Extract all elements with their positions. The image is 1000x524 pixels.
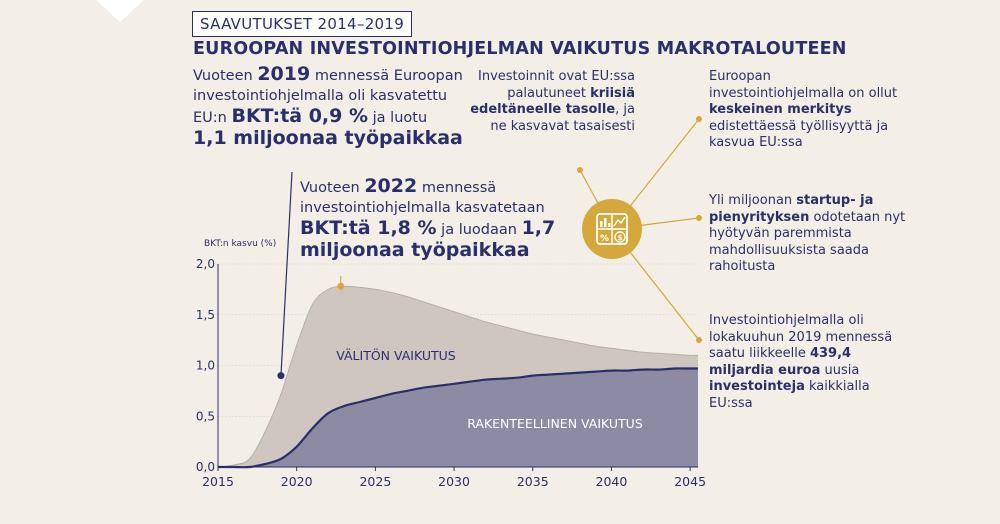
fact-investment: Investointiohjelmalla oli lokakuuhun 201… <box>709 313 893 411</box>
svg-text:$: $ <box>618 234 623 242</box>
chart-annotations <box>277 171 345 380</box>
y-tick-label: 1,0 <box>196 359 215 373</box>
statement-2022: Vuoteen 2022 mennessä investointiohjelma… <box>300 175 556 261</box>
corner-triangle <box>96 0 144 22</box>
x-tick-label: 2040 <box>596 474 628 489</box>
statement-2019-jobs: 1,1 miljoonaa työpaikkaa <box>193 127 463 149</box>
svg-text:%: % <box>600 234 609 244</box>
statement-2022-year: 2022 <box>364 175 418 197</box>
series-label-structural: RAKENTEELLINEN VAIKUTUS <box>467 416 643 431</box>
statement-2022-jobs: 1,7 miljoonaa työpaikkaa <box>300 217 556 261</box>
x-tick-label: 2025 <box>359 474 391 489</box>
connector-dot-investment <box>696 337 702 343</box>
fact-startups: Yli miljoonan startup- ja pienyrityksen … <box>709 193 906 274</box>
chart-areas <box>217 285 699 469</box>
fact-recovery: Investoinnit ovat EU:ssa palautuneet kri… <box>470 69 635 134</box>
series-structural-impact-line <box>217 367 698 469</box>
x-tick-label: 2045 <box>674 474 706 489</box>
x-tick-label: 2020 <box>281 474 313 489</box>
section-tag: SAAVUTUKSET 2014–2019 <box>192 11 413 37</box>
x-tick-label: 2015 <box>202 474 234 489</box>
annotation-2022-marker <box>337 282 345 290</box>
connector-dot-startups <box>696 215 702 221</box>
chart-labels: BKT:n kasvu (%) VÄLITÖN VAIKUTUS RAKENTEEL… <box>204 239 643 431</box>
chart-axes: 0,0 0,5 1,0 1,5 2,0 2015 2020 2025 2030 2035 2040 2… <box>196 257 706 489</box>
statement-2019: Vuoteen 2019 mennessä Euroopan investoin… <box>193 63 463 149</box>
x-tick-label: 2035 <box>517 474 549 489</box>
statement-2022-gdp: BKT:tä 1,8 % <box>300 217 437 239</box>
connector-dot-recovery <box>577 167 583 173</box>
y-tick-label: 0,5 <box>196 409 215 423</box>
main-title: EUROOPAN INVESTOINTIOHJELMAN VAIKUTUS MA… <box>193 39 847 59</box>
series-direct-impact-line <box>217 285 699 468</box>
fact-jobs: Euroopan investointiohjelmalla on ollut … <box>709 69 898 150</box>
statement-2019-gdp: BKT:tä 0,9 % <box>231 105 369 127</box>
chart-coins-icon: % $ <box>582 199 642 259</box>
y-tick-label: 0,0 <box>196 460 215 474</box>
connector-dot-jobs <box>696 116 702 122</box>
x-tick-label: 2030 <box>438 474 470 489</box>
y-axis-label: BKT:n kasvu (%) <box>204 239 276 249</box>
series-label-direct: VÄLITÖN VAIKUTUS <box>336 347 456 363</box>
annotation-2019-marker <box>277 372 285 380</box>
annotation-2019-leader <box>280 171 293 376</box>
y-tick-label: 2,0 <box>196 257 215 271</box>
statement-2019-year: 2019 <box>257 63 311 85</box>
series-structural-impact-area <box>218 368 698 468</box>
y-tick-label: 1,5 <box>196 308 215 322</box>
